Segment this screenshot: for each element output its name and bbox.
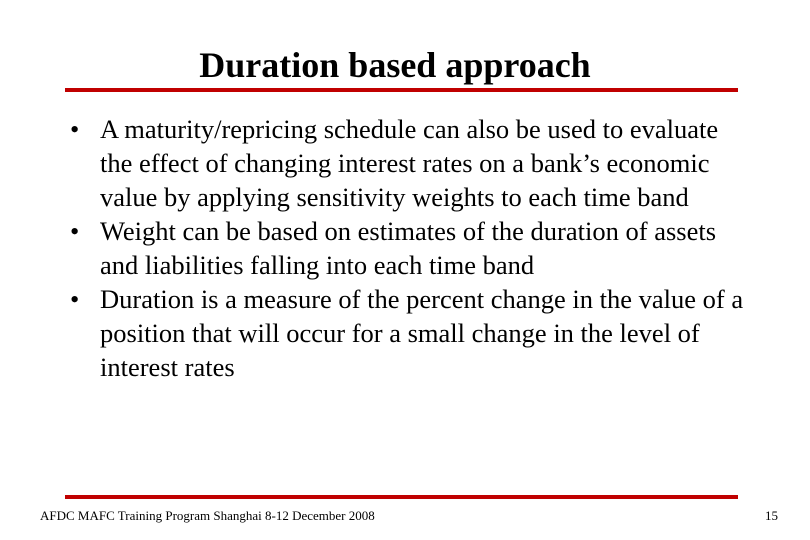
footer-rule: [65, 495, 738, 499]
bullet: Duration is a measure of the percent cha…: [70, 282, 750, 384]
footer-text: AFDC MAFC Training Program Shanghai 8-12…: [40, 508, 375, 523]
bullet: Weight can be based on estimates of the …: [70, 214, 750, 282]
title: Duration based approach: [199, 45, 591, 85]
bullet-list: A maturity/repricing schedule can also b…: [70, 112, 750, 384]
title-rule: [65, 88, 738, 92]
page-number: 15: [765, 508, 778, 523]
bullet: A maturity/repricing schedule can also b…: [70, 112, 750, 214]
